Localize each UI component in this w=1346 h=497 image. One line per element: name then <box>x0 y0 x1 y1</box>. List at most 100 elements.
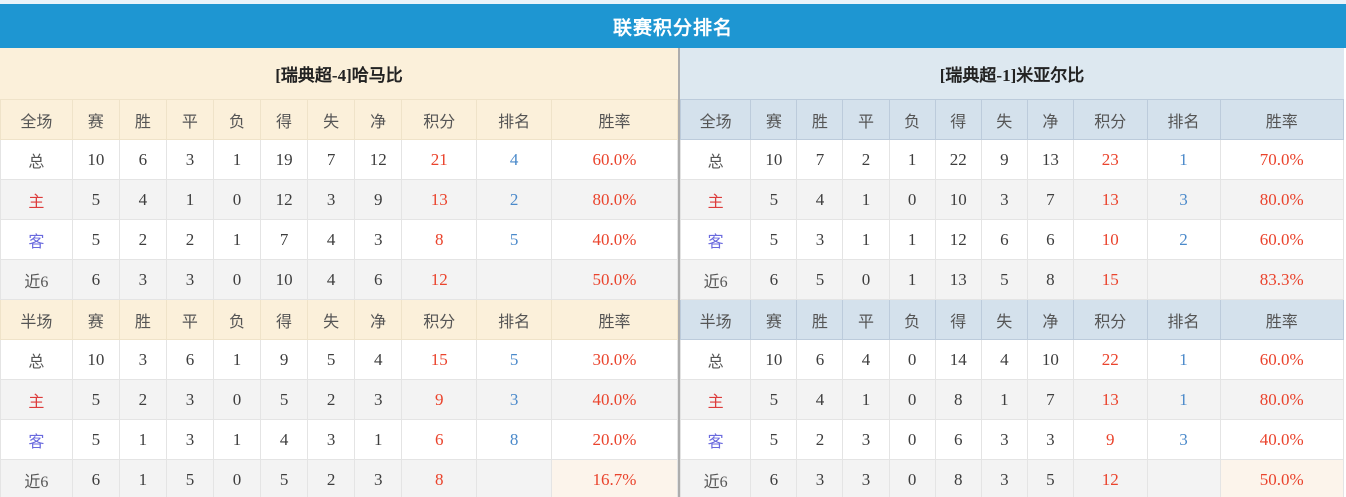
stat-cell: 3 <box>165 379 214 420</box>
stat-cell: 1 <box>212 139 262 180</box>
column-header: 排名 <box>476 99 552 140</box>
column-header: 得 <box>934 99 982 140</box>
points-cell: 12 <box>1072 459 1148 497</box>
table-row: 主 5 4 1 0 10 3 7 13 3 80.0% <box>679 179 1345 220</box>
column-header: 得 <box>260 299 309 340</box>
column-header: 负 <box>888 299 936 340</box>
points-cell: 12 <box>401 259 478 300</box>
points-cell: 9 <box>401 379 478 420</box>
column-header: 胜率 <box>1219 99 1345 140</box>
rank-cell: 3 <box>1146 419 1221 460</box>
winrate-cell: 40.0% <box>550 379 679 420</box>
stat-cell: 19 <box>260 139 309 180</box>
stat-cell: 12 <box>260 179 309 220</box>
rank-cell: 1 <box>1146 139 1221 180</box>
column-header: 赛 <box>750 299 798 340</box>
column-header: 胜率 <box>550 299 679 340</box>
stat-cell: 4 <box>118 179 167 220</box>
table-row: 总 10 6 3 1 19 7 12 21 4 60.0% <box>0 139 679 180</box>
stat-cell: 5 <box>165 459 214 497</box>
winrate-cell: 40.0% <box>1219 419 1345 460</box>
stat-cell: 4 <box>354 339 403 380</box>
stat-cell: 1 <box>118 459 167 497</box>
stat-cell: 2 <box>796 419 844 460</box>
stat-cell: 0 <box>842 259 890 300</box>
column-header: 平 <box>842 99 890 140</box>
points-cell: 23 <box>1072 139 1148 180</box>
points-cell: 8 <box>401 459 478 497</box>
standings-panels: [瑞典超-4]哈马比 全场 赛胜平负得失净积分 排名 胜率 总 10 6 3 1 19 7 12… <box>0 48 1346 497</box>
column-header: 失 <box>307 99 356 140</box>
points-cell: 6 <box>401 419 478 460</box>
row-label: 总 <box>0 339 73 380</box>
winrate-cell: 16.7% <box>550 459 679 497</box>
stat-cell: 10 <box>71 339 120 380</box>
full-header-row: 全场 赛胜平负得失净积分 排名 胜率 <box>679 99 1345 140</box>
stat-cell: 1 <box>165 179 214 220</box>
stat-cell: 22 <box>934 139 982 180</box>
rank-cell: 2 <box>1146 219 1221 260</box>
stat-cell: 10 <box>934 179 982 220</box>
column-header: 胜率 <box>1219 299 1345 340</box>
stat-cell: 1 <box>888 139 936 180</box>
stat-cell: 3 <box>842 459 890 497</box>
stat-cell: 3 <box>118 259 167 300</box>
stat-cell: 7 <box>1026 379 1074 420</box>
stat-cell: 9 <box>260 339 309 380</box>
column-header: 积分 <box>1072 99 1148 140</box>
table-row: 总 10 3 6 1 9 5 4 15 5 30.0% <box>0 339 679 380</box>
stat-cell: 14 <box>934 339 982 380</box>
stat-cell: 6 <box>354 259 403 300</box>
rank-cell: 1 <box>1146 339 1221 380</box>
stat-cell: 13 <box>1026 139 1074 180</box>
row-label: 主 <box>679 379 752 420</box>
points-cell: 13 <box>401 179 478 220</box>
stat-cell: 10 <box>750 139 798 180</box>
away-team-header: [瑞典超-1]米亚尔比 <box>680 48 1344 99</box>
stat-cell: 0 <box>888 179 936 220</box>
column-header: 赛 <box>71 99 120 140</box>
rank-cell: 5 <box>476 219 552 260</box>
stat-cell: 4 <box>796 179 844 220</box>
stat-cell: 3 <box>307 179 356 220</box>
stat-cell: 7 <box>1026 179 1074 220</box>
stat-cell: 1 <box>212 339 262 380</box>
home-team-panel: [瑞典超-4]哈马比 全场 赛胜平负得失净积分 排名 胜率 总 10 6 3 1 19 7 12… <box>0 48 680 497</box>
stat-cell: 6 <box>118 139 167 180</box>
away-team-title: [瑞典超-1]米亚尔比 <box>939 66 1085 85</box>
winrate-cell: 60.0% <box>1219 339 1345 380</box>
stat-cell: 6 <box>934 419 982 460</box>
stat-cell: 0 <box>212 379 262 420</box>
column-header: 胜 <box>118 99 167 140</box>
stat-cell: 1 <box>842 219 890 260</box>
rank-cell: 5 <box>476 339 552 380</box>
column-header: 积分 <box>401 99 478 140</box>
scope-header: 半场 <box>0 299 73 340</box>
stat-cell: 7 <box>796 139 844 180</box>
stat-cell: 5 <box>71 379 120 420</box>
row-label: 主 <box>679 179 752 220</box>
rank-cell: 3 <box>1146 179 1221 220</box>
stat-cell: 0 <box>212 259 262 300</box>
stat-cell: 5 <box>260 379 309 420</box>
stat-cell: 5 <box>980 259 1028 300</box>
column-header: 赛 <box>71 299 120 340</box>
stat-cell: 5 <box>71 179 120 220</box>
column-header: 胜 <box>796 299 844 340</box>
column-header: 净 <box>1026 299 1074 340</box>
stat-cell: 0 <box>888 379 936 420</box>
widget-title-bar: 联赛积分排名 <box>0 4 1346 48</box>
winrate-cell: 40.0% <box>550 219 679 260</box>
stat-cell: 3 <box>165 259 214 300</box>
column-header: 排名 <box>476 299 552 340</box>
stat-cell: 3 <box>1026 419 1074 460</box>
stat-cell: 1 <box>842 379 890 420</box>
half-header-row: 半场 赛胜平负得失净积分 排名 胜率 <box>679 299 1345 340</box>
rank-cell: 3 <box>476 379 552 420</box>
winrate-cell: 70.0% <box>1219 139 1345 180</box>
stat-cell: 7 <box>307 139 356 180</box>
stat-cell: 10 <box>71 139 120 180</box>
